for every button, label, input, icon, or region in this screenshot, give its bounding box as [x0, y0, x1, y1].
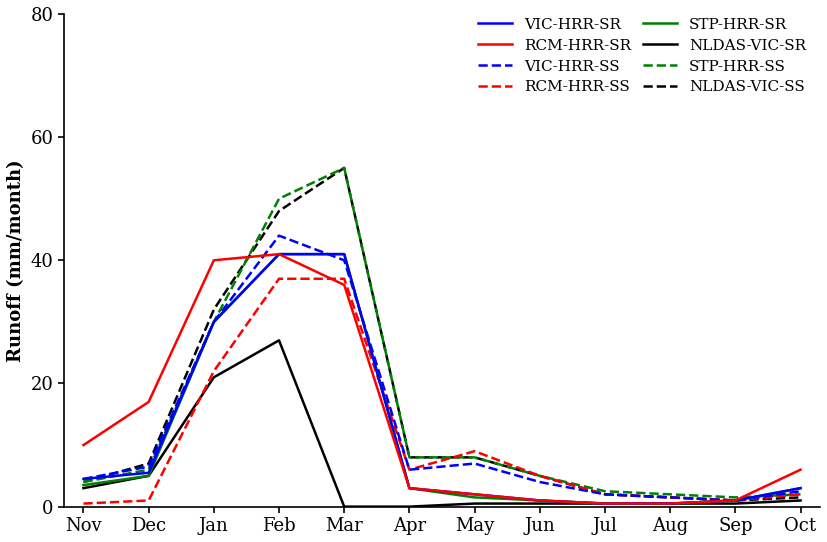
Legend: VIC-HRR-SR, RCM-HRR-SR, VIC-HRR-SS, RCM-HRR-SS, STP-HRR-SR, NLDAS-VIC-SR, STP-HR: VIC-HRR-SR, RCM-HRR-SR, VIC-HRR-SS, RCM-… — [472, 12, 812, 101]
Y-axis label: Runoff (mm/month): Runoff (mm/month) — [7, 159, 25, 362]
